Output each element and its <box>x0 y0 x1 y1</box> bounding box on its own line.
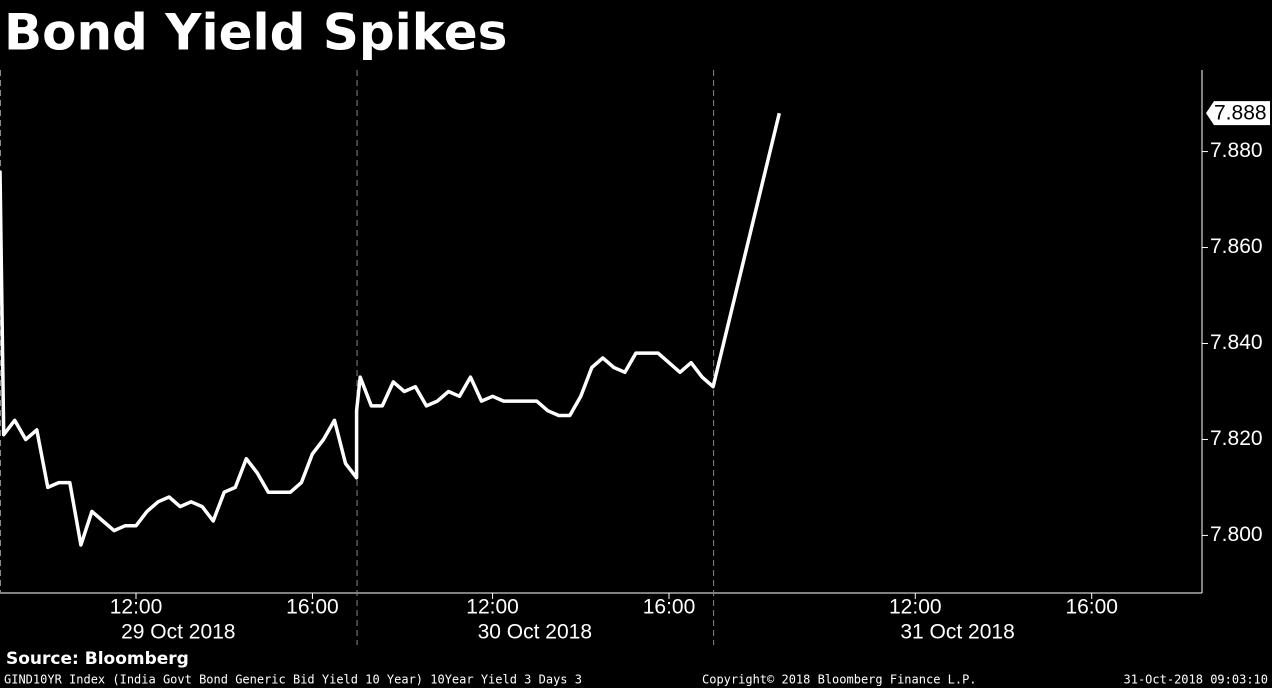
y-tick-label: 7.860 <box>1210 235 1263 258</box>
footer-copyright: Copyright© 2018 Bloomberg Finance L.P. <box>702 673 977 687</box>
x-tick-label: 12:00 <box>110 596 163 619</box>
y-tick-label: 7.820 <box>1210 427 1263 450</box>
chart-title: Bond Yield Spikes <box>4 4 507 62</box>
date-label: 30 Oct 2018 <box>478 621 592 644</box>
footer-timestamp: 31-Oct-2018 09:03:10 <box>1124 673 1269 687</box>
date-label: 29 Oct 2018 <box>121 621 235 644</box>
y-tick-label: 7.880 <box>1210 139 1263 162</box>
yield-line <box>0 112 782 547</box>
footer-description: GIND10YR Index (India Govt Bond Generic … <box>4 673 582 687</box>
last-value-label: 7.888 <box>1214 102 1267 125</box>
source: Source: Bloomberg <box>6 649 189 669</box>
last-value-tag <box>1206 101 1270 126</box>
y-tick-label: 7.800 <box>1210 523 1263 546</box>
x-tick-label: 12:00 <box>889 596 942 619</box>
y-tick-label: 7.840 <box>1210 331 1263 354</box>
x-tick-label: 12:00 <box>466 596 519 619</box>
x-tick-label: 16:00 <box>1065 596 1118 619</box>
x-tick-label: 16:00 <box>643 596 696 619</box>
x-tick-label: 16:00 <box>286 596 339 619</box>
date-label: 31 Oct 2018 <box>900 621 1014 644</box>
